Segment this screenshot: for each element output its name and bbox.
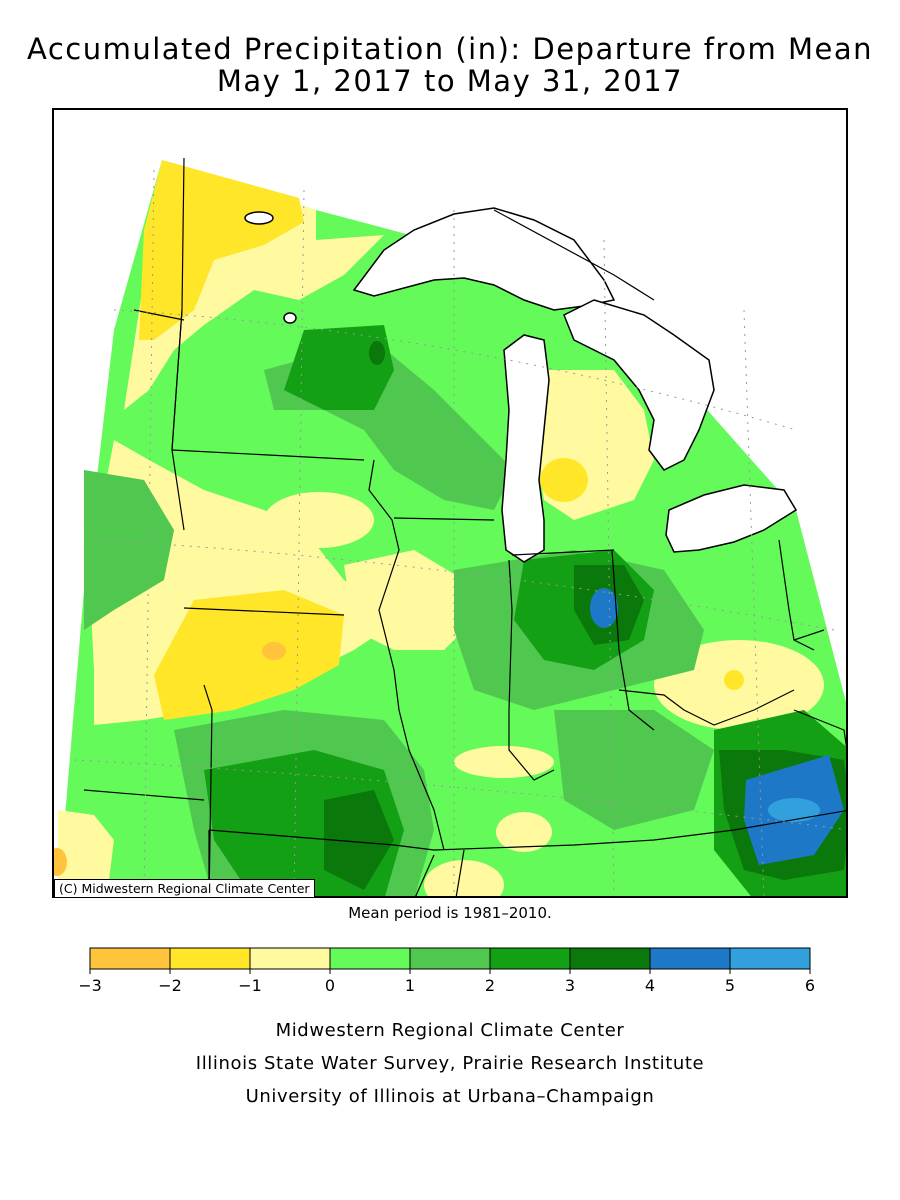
legend-swatch (649, 947, 731, 970)
color-legend: −3 −2 −1 0 1 2 3 4 5 6 (80, 947, 815, 995)
legend-tick-label: 4 (645, 976, 655, 995)
legend-swatch (329, 947, 411, 970)
map-title: Accumulated Precipitation (in): Departur… (26, 32, 874, 66)
legend-tick-label: −3 (80, 976, 102, 995)
lake-of-the-woods (244, 211, 274, 225)
graticule (73, 169, 846, 896)
legend-tick-label: −2 (158, 976, 182, 995)
legend-tick-label: 5 (725, 976, 735, 995)
legend-tick-label: 6 (805, 976, 815, 995)
wet-regions (84, 325, 846, 896)
legend-swatch (89, 947, 171, 970)
legend-swatch (249, 947, 331, 970)
dry-regions (54, 160, 824, 896)
credit-line-2: Illinois State Water Survey, Prairie Res… (195, 1053, 705, 1074)
legend-tick-label: 3 (565, 976, 575, 995)
legend-swatch (409, 947, 491, 970)
legend-swatch (569, 947, 651, 970)
lake-huron (563, 299, 715, 471)
credit-line-3: University of Illinois at Urbana–Champai… (245, 1086, 655, 1107)
legend-tick-label: 0 (325, 976, 335, 995)
legend-tick-label: 2 (485, 976, 495, 995)
legend-swatch (729, 947, 811, 970)
legend-tick-label: 1 (405, 976, 415, 995)
legend-swatch (489, 947, 571, 970)
lake-erie (665, 484, 798, 553)
map-canvas (54, 157, 846, 896)
state-boundaries (83, 157, 846, 896)
legend-tick-label: −1 (238, 976, 262, 995)
credit-line-1: Midwestern Regional Climate Center (275, 1020, 625, 1041)
legend-swatch (169, 947, 251, 970)
precipitation-departure-map (52, 108, 848, 898)
map-date-range: May 1, 2017 to May 31, 2017 (216, 64, 684, 98)
mean-period-note: Mean period is 1981–2010. (348, 904, 552, 922)
map-watermark: (C) Midwestern Regional Climate Center (54, 879, 315, 898)
great-lakes (244, 207, 798, 563)
lake-michigan (501, 334, 550, 563)
